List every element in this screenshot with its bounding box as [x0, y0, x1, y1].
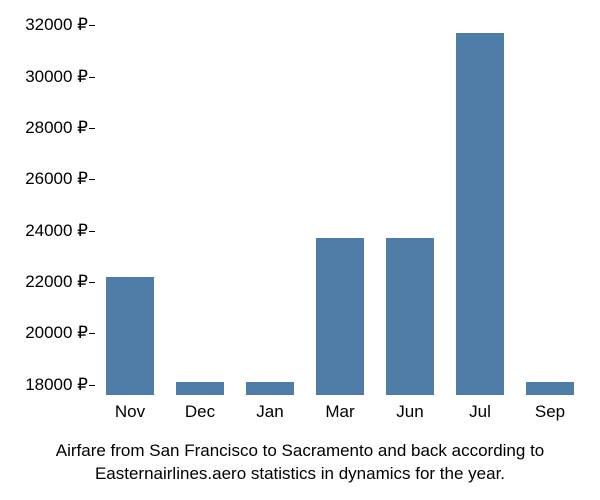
y-tick-label: 22000 ₽: [25, 272, 88, 292]
chart-caption: Airfare from San Francisco to Sacramento…: [0, 440, 600, 486]
x-tick-label: Jul: [469, 402, 491, 422]
plot-area: [95, 15, 585, 395]
x-tick-label: Sep: [535, 402, 565, 422]
x-tick-label: Dec: [185, 402, 215, 422]
y-tick-label: 28000 ₽: [25, 118, 88, 138]
bar: [456, 33, 504, 395]
y-tick-mark: [89, 25, 95, 26]
y-tick-label: 20000 ₽: [25, 323, 88, 343]
airfare-bar-chart: Airfare from San Francisco to Sacramento…: [0, 0, 600, 500]
bar: [106, 277, 154, 395]
bar: [176, 382, 224, 395]
y-tick-mark: [89, 128, 95, 129]
bar: [526, 382, 574, 395]
y-tick-mark: [89, 333, 95, 334]
y-tick-label: 32000 ₽: [25, 15, 88, 35]
y-tick-mark: [89, 385, 95, 386]
bar: [316, 238, 364, 395]
bar: [246, 382, 294, 395]
y-tick-label: 18000 ₽: [25, 375, 88, 395]
x-tick-label: Nov: [115, 402, 145, 422]
y-tick-label: 30000 ₽: [25, 67, 88, 87]
x-tick-label: Mar: [325, 402, 354, 422]
y-tick-mark: [89, 179, 95, 180]
y-tick-mark: [89, 282, 95, 283]
y-tick-label: 26000 ₽: [25, 169, 88, 189]
x-tick-label: Jan: [256, 402, 283, 422]
y-tick-mark: [89, 77, 95, 78]
y-tick-label: 24000 ₽: [25, 221, 88, 241]
x-tick-label: Jun: [396, 402, 423, 422]
y-tick-mark: [89, 231, 95, 232]
bar: [386, 238, 434, 395]
